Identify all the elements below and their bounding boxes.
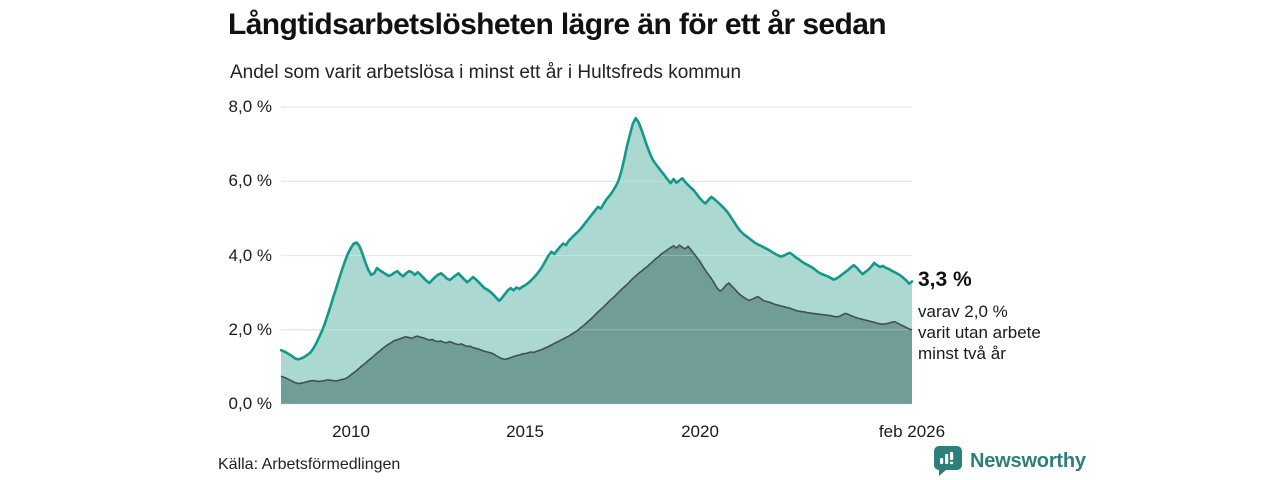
y-axis-label: 6,0 %: [228, 171, 272, 190]
annotation-detail: varav 2,0 % varit utan arbete minst två …: [918, 301, 1041, 364]
series-two-year-area: [281, 245, 912, 404]
annotation-detail-line: minst två år: [918, 344, 1006, 363]
annotation-detail-line: varit utan arbete: [918, 323, 1041, 342]
y-axis-label: 0,0 %: [228, 394, 272, 413]
series-total-line: [279, 116, 914, 361]
source-note: Källa: Arbetsförmedlingen: [218, 456, 401, 473]
y-axis-label: 4,0 %: [228, 246, 272, 265]
x-axis-label: 2015: [506, 422, 544, 441]
series-two-year-line: [280, 244, 913, 385]
annotation-detail-line: varav 2,0 %: [918, 302, 1008, 321]
y-axis-label: 8,0 %: [228, 97, 272, 116]
chart-subtitle: Andel som varit arbetslösa i minst ett å…: [230, 62, 742, 83]
annotation-latest-value: 3,3 %: [918, 268, 972, 291]
newsworthy-wordmark: Newsworthy: [970, 449, 1086, 472]
x-axis-label: 2020: [681, 422, 719, 441]
y-axis-label: 2,0 %: [228, 320, 272, 339]
x-axis-label: feb 2026: [878, 422, 946, 441]
newsworthy-logo-icon: [934, 446, 962, 476]
x-axis-label: 2010: [332, 422, 370, 441]
newsworthy-logo: Newsworthy: [934, 446, 1086, 476]
chart-title: Långtidsarbetslösheten lägre än för ett …: [228, 8, 887, 41]
